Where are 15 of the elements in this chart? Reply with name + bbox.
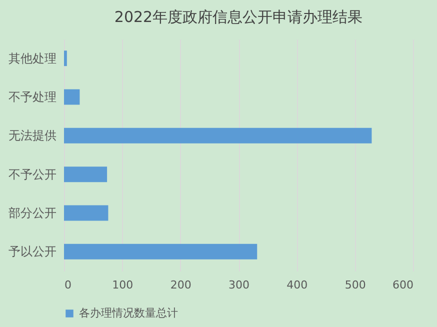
legend-label: 各办理情况数量总计 (79, 306, 178, 320)
x-tick-label: 0 (64, 278, 72, 292)
x-tick-label: 200 (170, 278, 192, 292)
y-tick-label: 其他处理 (8, 51, 56, 66)
y-tick-label: 部分公开 (8, 206, 56, 220)
y-tick-label: 予以公开 (8, 244, 56, 259)
x-tick-label: 100 (112, 278, 134, 292)
x-tick-label: 600 (392, 278, 414, 292)
x-tick-label: 400 (286, 278, 308, 292)
y-tick-label: 无法提供 (8, 128, 56, 143)
y-tick-label: 不予公开 (8, 167, 56, 182)
y-tick-label: 不予处理 (8, 90, 56, 104)
chart-title: 2022年度政府信息公开申请办理结果 (114, 8, 363, 26)
x-tick-label: 300 (228, 278, 250, 292)
x-tick-label: 500 (344, 278, 366, 292)
